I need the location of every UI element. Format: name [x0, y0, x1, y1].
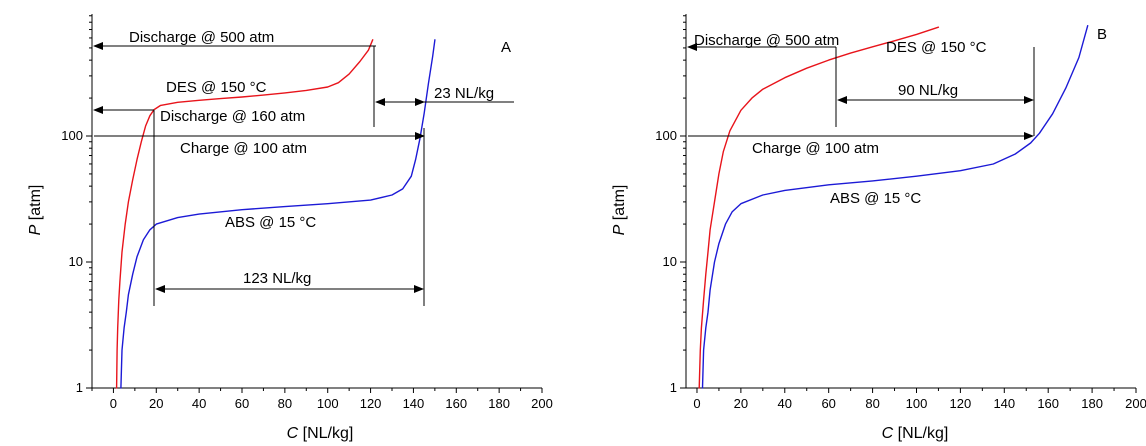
- x-axis-title-a: C [NL/kg]: [287, 425, 354, 442]
- annotation-123-nl-kg: 123 NL/kg: [243, 270, 311, 287]
- x-axis-unit: [NL/kg]: [303, 425, 354, 442]
- x-axis-unit: [NL/kg]: [898, 425, 949, 442]
- series-label-des: DES @ 150 °C: [886, 39, 987, 56]
- x-tick-label: 0: [110, 396, 117, 411]
- x-tick-label: 80: [278, 396, 292, 411]
- annotation-charge-100: Charge @ 100 atm: [752, 140, 879, 157]
- y-axis-symbol: P: [27, 224, 44, 235]
- y-tick-label: 10: [69, 254, 83, 269]
- x-axis-symbol: C: [287, 425, 299, 442]
- curves-b: [698, 25, 1089, 389]
- series-label-des-text: DES @ 150 °C: [166, 79, 267, 96]
- x-tick-label: 200: [531, 396, 553, 411]
- series-label-des: DES @ 150 °C: [166, 79, 267, 96]
- x-tick-label: 200: [1125, 396, 1146, 411]
- y-ticks-a: 1 10 100: [61, 15, 92, 395]
- series-label-abs: ABS @ 15 °C: [225, 214, 316, 231]
- x-tick-label: 120: [360, 396, 382, 411]
- x-tick-label: 40: [778, 396, 792, 411]
- x-tick-label: 160: [1037, 396, 1059, 411]
- x-ticks-b: 0 20 40 60 80 100 120 140 160 180 200: [693, 388, 1146, 411]
- panel-label-a: A: [501, 39, 511, 56]
- panel-label-b: B: [1097, 26, 1107, 43]
- y-tick-label: 100: [655, 128, 677, 143]
- x-tick-label: 100: [906, 396, 928, 411]
- x-tick-label: 180: [488, 396, 510, 411]
- series-label-des-text: DES @ 150 °C: [886, 39, 987, 56]
- x-axis-symbol: C: [882, 425, 894, 442]
- x-tick-label: 100: [317, 396, 339, 411]
- annotation-23-nl-kg: 23 NL/kg: [434, 85, 494, 102]
- y-axis-title-a: P [atm]: [27, 185, 44, 236]
- series-line-des: [115, 39, 374, 389]
- annotations-a: Discharge @ 500 atm Discharge @ 160 atm …: [129, 29, 494, 287]
- chart-panel-b: 1 10 100 0 20 40 60 80 100 120 140 160 180 200 C [NL…: [611, 14, 1146, 442]
- x-tick-label: 0: [693, 396, 700, 411]
- x-tick-label: 60: [235, 396, 249, 411]
- annotation-discharge-160: Discharge @ 160 atm: [160, 108, 305, 125]
- x-tick-label: 140: [993, 396, 1015, 411]
- annotation-lines-a: [93, 42, 514, 306]
- y-tick-label: 1: [76, 380, 83, 395]
- x-tick-label: 20: [734, 396, 748, 411]
- y-tick-label: 1: [670, 380, 677, 395]
- x-axis-a: 0 20 40 60 80 100 120 140 160 180 200: [91, 387, 553, 411]
- y-axis-symbol: P: [611, 224, 628, 235]
- x-tick-label: 80: [865, 396, 879, 411]
- x-tick-label: 180: [1081, 396, 1103, 411]
- series-line-des: [698, 26, 940, 389]
- annotation-lines-b: [687, 43, 1035, 140]
- x-tick-label: 160: [445, 396, 467, 411]
- x-tick-label: 40: [192, 396, 206, 411]
- x-ticks-a: 0 20 40 60 80 100 120 140 160 180 200: [91, 388, 553, 411]
- x-tick-label: 120: [950, 396, 972, 411]
- y-axis-title-b: P [atm]: [611, 185, 628, 236]
- y-tick-label: 100: [61, 128, 83, 143]
- y-axis-b: 1 10 100: [655, 14, 687, 395]
- series-label-abs-text: ABS @ 15 °C: [225, 214, 316, 231]
- annotations-b: Discharge @ 500 atm Charge @ 100 atm 90 …: [694, 32, 987, 207]
- y-axis-unit: [atm]: [611, 185, 628, 221]
- x-tick-label: 140: [403, 396, 425, 411]
- y-tick-label: 10: [663, 254, 677, 269]
- x-axis-title-b: C [NL/kg]: [882, 425, 949, 442]
- y-ticks-b: 1 10 100: [655, 15, 686, 395]
- x-axis-b: 0 20 40 60 80 100 120 140 160 180 200: [686, 387, 1146, 411]
- series-label-abs-text: ABS @ 15 °C: [830, 190, 921, 207]
- annotation-90-nl-kg: 90 NL/kg: [898, 82, 958, 99]
- annotation-charge-100: Charge @ 100 atm: [180, 140, 307, 157]
- x-tick-label: 60: [821, 396, 835, 411]
- series-label-abs: ABS @ 15 °C: [830, 190, 921, 207]
- x-tick-label: 20: [149, 396, 163, 411]
- annotation-discharge-500: Discharge @ 500 atm: [694, 32, 839, 49]
- chart-panel-a: 1 10 100 0 20 40 60 80 100 120 140 160 180 200 C [NL…: [27, 14, 553, 442]
- series-line-abs: [701, 25, 1089, 389]
- y-axis-a: 1 10 100: [61, 14, 93, 395]
- y-axis-unit: [atm]: [27, 185, 44, 221]
- annotation-discharge-500: Discharge @ 500 atm: [129, 29, 274, 46]
